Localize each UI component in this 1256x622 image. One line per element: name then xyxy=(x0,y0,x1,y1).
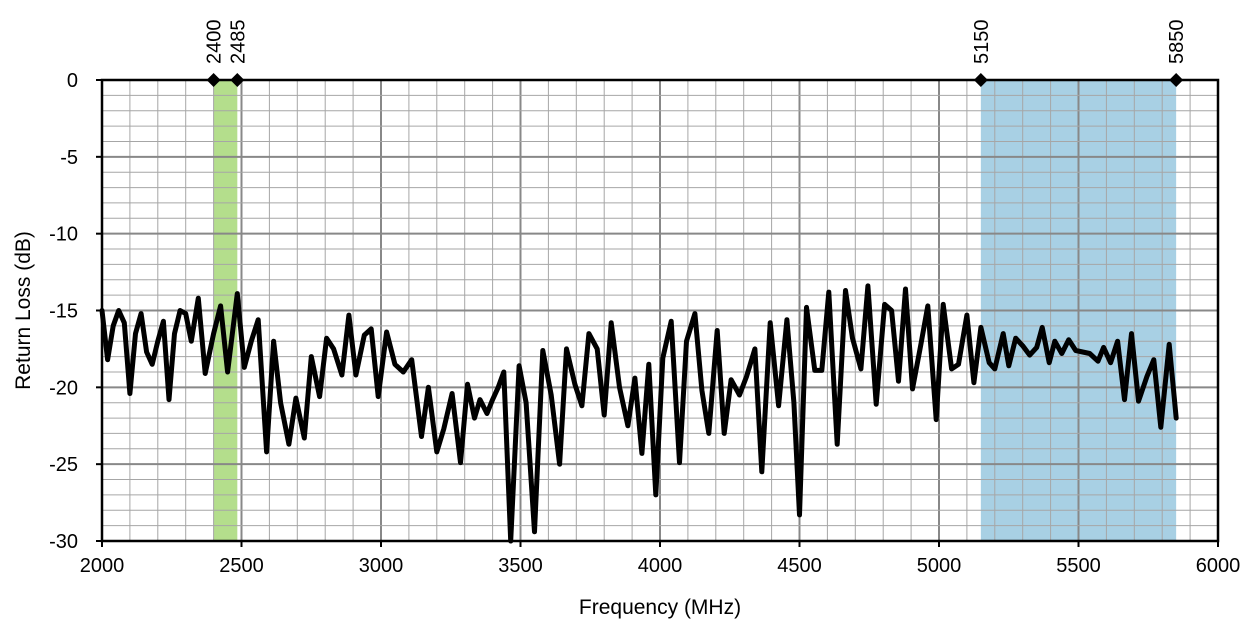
y-tick-label: -30 xyxy=(49,531,78,553)
x-tick-label: 5500 xyxy=(1056,555,1101,577)
y-tick-label: -5 xyxy=(60,147,78,169)
x-tick-label: 4500 xyxy=(777,555,822,577)
x-tick-label: 3000 xyxy=(359,555,404,577)
marker-diamond xyxy=(1169,73,1184,87)
x-tick-label: 6000 xyxy=(1196,555,1241,577)
x-tick-label: 2000 xyxy=(80,555,125,577)
x-tick-label: 3500 xyxy=(498,555,543,577)
x-tick-label: 4000 xyxy=(638,555,683,577)
marker-diamond xyxy=(230,73,245,87)
y-tick-label: 0 xyxy=(67,70,78,92)
x-tick-label: 2500 xyxy=(219,555,264,577)
y-axis-ticks: 0 -5 -10 -15 -20 -25 -30 xyxy=(49,70,102,553)
x-tick-label: 5000 xyxy=(917,555,962,577)
y-tick-label: -15 xyxy=(49,301,78,323)
y-axis-title: Return Loss (dB) xyxy=(12,231,35,390)
marker-label: 2485 xyxy=(227,20,249,65)
y-tick-label: -10 xyxy=(49,224,78,246)
x-axis-title: Frequency (MHz) xyxy=(579,596,741,619)
band-edge-markers: 2400 2485 5150 5850 xyxy=(204,20,1188,87)
marker-label: 5850 xyxy=(1166,20,1188,65)
x-axis-ticks: 2000 2500 3000 3500 4000 4500 5000 5500 6000 xyxy=(80,541,1241,577)
series-group xyxy=(99,283,1179,544)
marker-label: 5150 xyxy=(971,20,993,65)
marker-label: 2400 xyxy=(204,20,226,65)
series-line-0 xyxy=(99,283,1179,544)
grid-lines xyxy=(102,80,1218,541)
y-tick-label: -25 xyxy=(49,454,78,476)
marker-diamond xyxy=(973,73,988,87)
y-tick-label: -20 xyxy=(49,377,78,399)
marker-diamond xyxy=(206,73,221,87)
